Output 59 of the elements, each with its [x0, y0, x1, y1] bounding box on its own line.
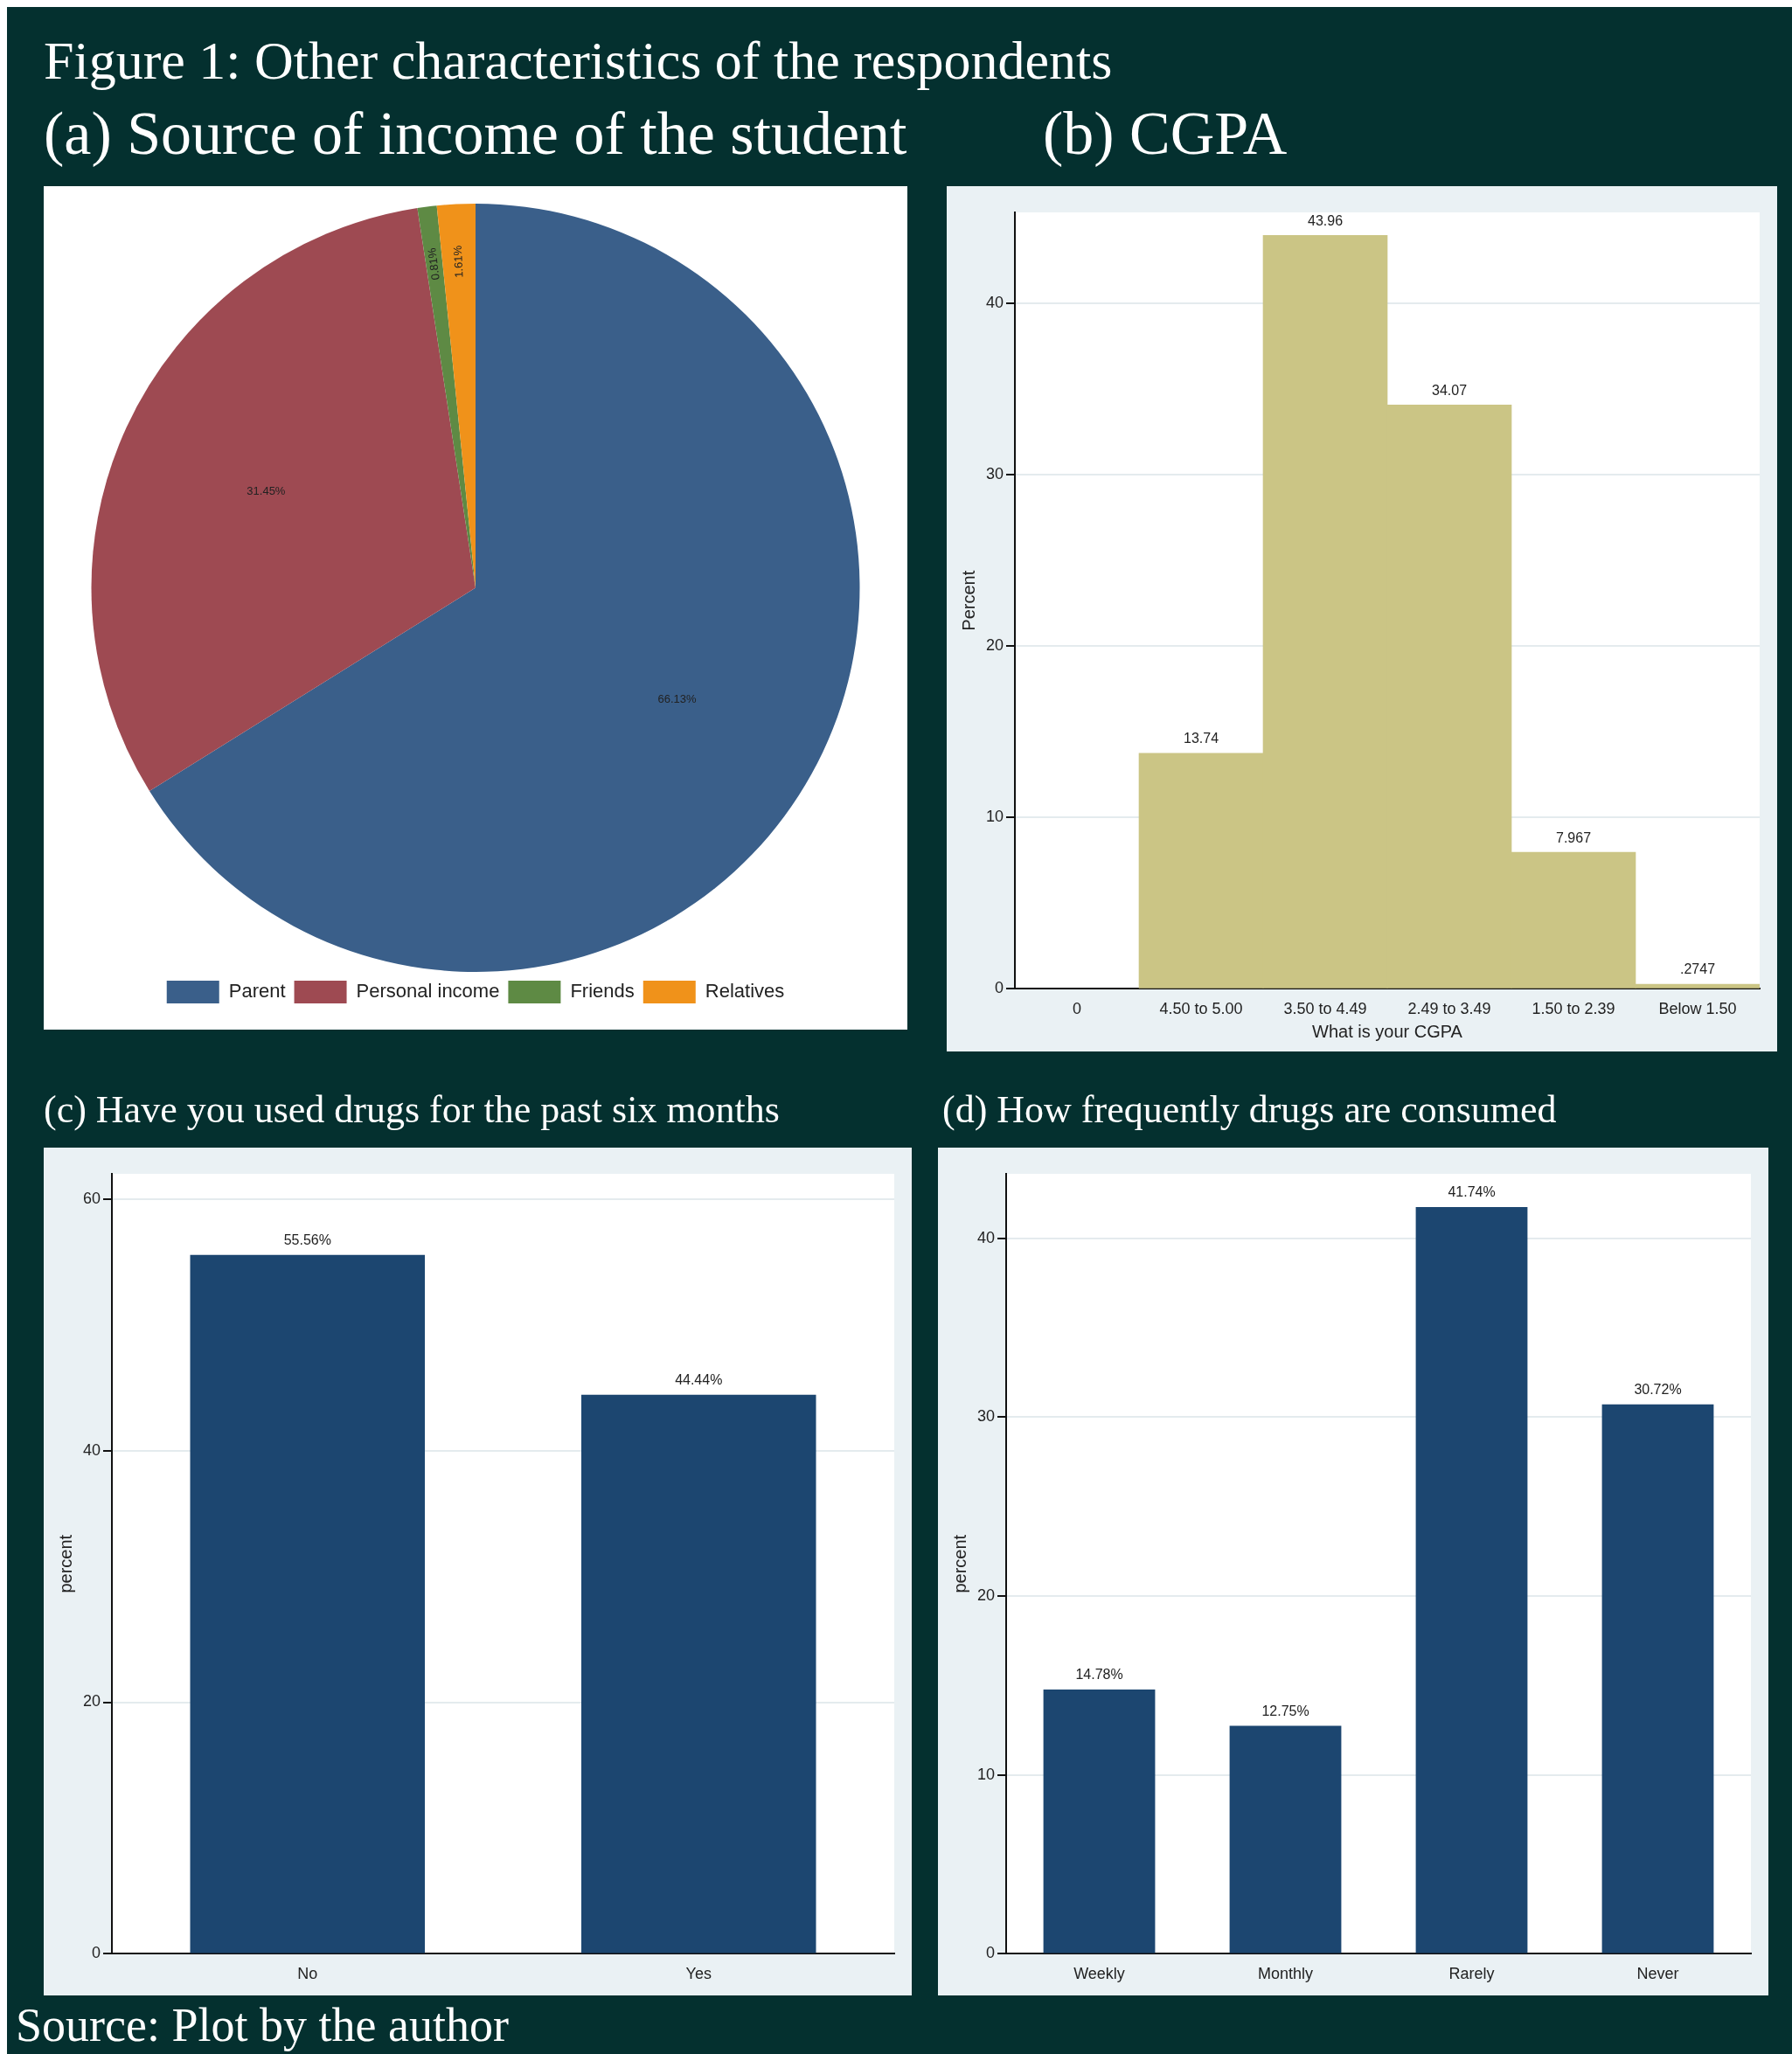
bar — [1229, 1725, 1342, 1953]
x-tick-label: 2.49 to 3.49 — [1407, 1000, 1491, 1018]
chart-subtitle: (d) How frequently drugs are consumed — [942, 1088, 1557, 1131]
y-tick-label: 40 — [985, 293, 1004, 311]
y-tick-label: 20 — [976, 1586, 996, 1605]
legend-label: Personal income — [356, 980, 500, 1003]
data-label: 1.61% — [450, 245, 466, 279]
data-label: 41.74% — [1448, 1184, 1496, 1200]
y-tick-label: 30 — [976, 1407, 996, 1426]
data-label: 43.96 — [1307, 212, 1344, 228]
y-tick-label: 0 — [92, 1944, 101, 1962]
y-axis-title: percent — [55, 1534, 75, 1593]
x-tick-label: No — [297, 1965, 318, 1983]
x-tick-label: 0 — [1073, 1000, 1082, 1018]
data-label: 34.07 — [1431, 382, 1468, 398]
bar — [1601, 1404, 1714, 1953]
data-label: 0.81% — [425, 246, 442, 281]
bar — [1043, 1689, 1156, 1953]
bar — [1415, 1207, 1528, 1953]
data-label: 55.56% — [283, 1232, 331, 1248]
y-tick-label: 10 — [976, 1765, 996, 1783]
data-label: .2747 — [1679, 961, 1716, 977]
y-tick-label: 60 — [82, 1189, 101, 1207]
data-label: 14.78% — [1075, 1667, 1123, 1683]
y-tick-label: 40 — [82, 1440, 101, 1459]
x-tick-label: 4.50 to 5.00 — [1159, 1000, 1243, 1018]
x-tick-label: Below 1.50 — [1658, 1000, 1737, 1018]
chart-title: Figure 1: Other characteristics of the respondents — [44, 31, 1113, 90]
chart-subtitle: (c) Have you used drugs for the past six months — [44, 1088, 780, 1131]
data-label: 66.13% — [657, 692, 698, 706]
data-label: 44.44% — [675, 1372, 723, 1388]
x-tick-label: Monthly — [1258, 1965, 1314, 1983]
y-tick-label: 0 — [986, 1944, 996, 1962]
legend-label: Friends — [570, 980, 635, 1003]
legend-label: Relatives — [705, 980, 785, 1003]
x-tick-label: Never — [1636, 1965, 1679, 1983]
legend-label: Parent — [228, 980, 286, 1003]
y-axis-title: Percent — [958, 570, 978, 631]
y-tick-label: 40 — [976, 1228, 996, 1246]
y-tick-label: 10 — [985, 808, 1004, 826]
data-label: 12.75% — [1261, 1703, 1309, 1718]
x-axis-title: What is your CGPA — [1312, 1021, 1463, 1041]
x-tick-label: 1.50 to 2.39 — [1532, 1000, 1615, 1018]
y-tick-label: 0 — [995, 979, 1004, 997]
y-axis-title: percent — [949, 1534, 969, 1593]
data-label: 30.72% — [1634, 1382, 1682, 1398]
x-tick-label: Weekly — [1073, 1965, 1125, 1983]
chart-subtitle: (a) Source of income of the student — [44, 100, 907, 167]
data-label: 31.45% — [247, 483, 286, 497]
y-tick-label: 30 — [985, 465, 1004, 483]
chart-subtitle: (b) CGPA — [1043, 100, 1288, 167]
x-tick-label: Yes — [685, 1965, 712, 1983]
x-tick-label: Rarely — [1448, 1965, 1495, 1983]
y-tick-label: 20 — [82, 1692, 101, 1711]
y-tick-label: 20 — [985, 636, 1004, 655]
source-note: Source: Plot by the author — [16, 1999, 509, 2051]
x-tick-label: 3.50 to 4.49 — [1283, 1000, 1367, 1018]
data-label: 7.967 — [1555, 829, 1592, 845]
data-label: 13.74 — [1183, 731, 1219, 746]
